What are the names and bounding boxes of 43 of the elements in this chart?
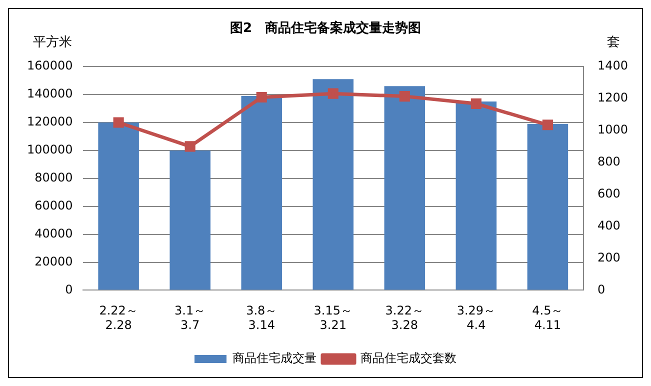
- legend-label: 商品住宅成交套数: [360, 351, 456, 366]
- point: [256, 92, 267, 103]
- y2-tick-label: 800: [597, 154, 620, 169]
- x-tick-label: 2.22～ 2.28: [99, 304, 138, 332]
- bar: [456, 102, 497, 290]
- point: [542, 120, 553, 130]
- point: [113, 117, 124, 128]
- y2-tick-label: 400: [597, 218, 620, 232]
- y-tick-label: 160000: [26, 58, 73, 73]
- y-axis-title: 平方米: [33, 34, 72, 51]
- x-tick-label: 3.8～ 3.14: [246, 304, 278, 332]
- y-tick-label: 20000: [34, 254, 73, 268]
- chart-title: 图2 商品住宅备案成交量走势图: [230, 20, 422, 36]
- y-tick-label: 80000: [34, 170, 73, 185]
- y2-tick-label: 600: [597, 186, 620, 200]
- bar: [170, 150, 210, 290]
- point: [399, 91, 410, 102]
- x-tick-label: 3.15～ 3.21: [314, 304, 352, 332]
- y2-axis-title: 套: [607, 34, 620, 51]
- x-tick-label: 4.5～ 4.11: [532, 304, 564, 332]
- y2-tick-label: 1200: [597, 90, 628, 105]
- bar: [241, 96, 282, 290]
- y-tick-label: 0: [65, 282, 73, 296]
- point: [184, 141, 196, 152]
- x-tick-label: 3.29～ 4.4: [456, 304, 496, 332]
- bar: [98, 122, 139, 290]
- y2-tick-label: 1000: [597, 122, 628, 137]
- y2-tick-label: 1400: [597, 58, 628, 73]
- y2-tick-label: 0: [597, 282, 606, 296]
- x-tick-label: 3.1～ 3.7: [174, 304, 206, 332]
- bar: [527, 124, 568, 290]
- y-tick-label: 60000: [34, 198, 73, 212]
- y-tick-label: 140000: [26, 86, 73, 101]
- y-tick-label: 120000: [26, 114, 73, 129]
- x-tick-label: 3.22～ 3.28: [385, 304, 424, 332]
- point: [470, 98, 482, 109]
- bar: [384, 86, 426, 290]
- legend-label: 商品住宅成交量: [232, 351, 316, 366]
- y-tick-label: 100000: [26, 142, 73, 157]
- y2-tick-label: 200: [597, 250, 620, 264]
- point: [328, 88, 338, 99]
- bar: [312, 79, 354, 290]
- y-tick-label: 40000: [34, 226, 73, 240]
